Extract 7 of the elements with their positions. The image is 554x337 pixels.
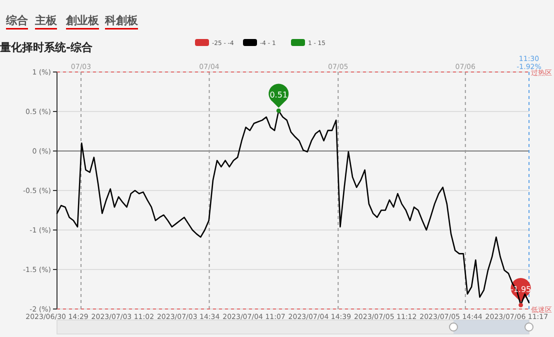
text: 主板 — [34, 14, 58, 27]
text: 創业板 — [65, 14, 100, 27]
chart-title: 量化择时系统-综合 — [0, 41, 94, 54]
line-series — [56, 110, 530, 306]
text: 综合 — [5, 14, 29, 27]
text: 科創板 — [104, 14, 139, 27]
data-label: 0.51 — [270, 90, 288, 100]
